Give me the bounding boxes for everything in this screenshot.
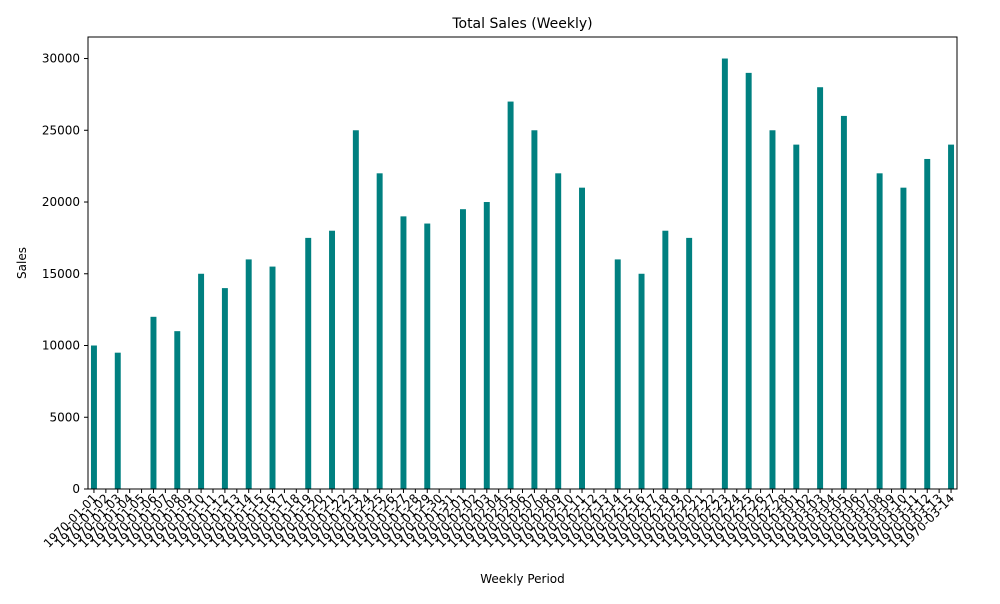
- bar: [305, 237, 312, 489]
- bar: [745, 72, 752, 489]
- plot-frame: [87, 36, 958, 490]
- bar: [460, 209, 466, 489]
- bar: [769, 130, 776, 489]
- chart-title: Total Sales (Weekly): [451, 16, 592, 32]
- bar: [221, 288, 228, 489]
- y-axis: 0 5000 10000 15000 20000 25000 30000: [42, 52, 88, 496]
- bar: [948, 144, 955, 489]
- bar: [376, 173, 383, 490]
- bar: [150, 316, 157, 489]
- bar: [114, 352, 121, 489]
- bar: [638, 273, 645, 489]
- bar: [352, 130, 359, 489]
- bar: [507, 101, 514, 490]
- y-tick-label: 25000: [42, 123, 80, 137]
- bar: [198, 273, 205, 489]
- bar: [840, 115, 847, 490]
- y-tick-label: 10000: [42, 339, 80, 353]
- bar: [531, 130, 538, 489]
- bar: [329, 230, 336, 489]
- x-axis-label: Weekly Period: [480, 572, 565, 586]
- y-tick-label: 15000: [42, 267, 80, 281]
- bar: [555, 173, 562, 490]
- bar: [579, 187, 585, 489]
- bar: [424, 223, 431, 490]
- x-axis: 1970-01-011970-01-021970-01-031970-01-04…: [41, 489, 957, 550]
- bar: [924, 158, 931, 489]
- y-tick-label: 5000: [49, 410, 80, 424]
- bar: [269, 266, 276, 489]
- y-tick-label: 0: [72, 482, 80, 496]
- bar: [614, 259, 621, 489]
- bar: [662, 230, 669, 489]
- y-tick-label: 20000: [42, 195, 80, 209]
- bar: [876, 173, 883, 490]
- bar: [483, 202, 490, 489]
- y-axis-label: Sales: [15, 247, 29, 279]
- bar: [400, 216, 407, 489]
- bar: [174, 331, 181, 489]
- bar: [245, 259, 252, 489]
- bar: [900, 187, 907, 489]
- bar: [817, 87, 824, 489]
- bars-group: [90, 58, 955, 490]
- bar: [686, 237, 693, 489]
- bar: [793, 144, 800, 489]
- bar: [721, 58, 728, 490]
- y-tick-label: 30000: [42, 52, 80, 66]
- bar: [90, 345, 97, 489]
